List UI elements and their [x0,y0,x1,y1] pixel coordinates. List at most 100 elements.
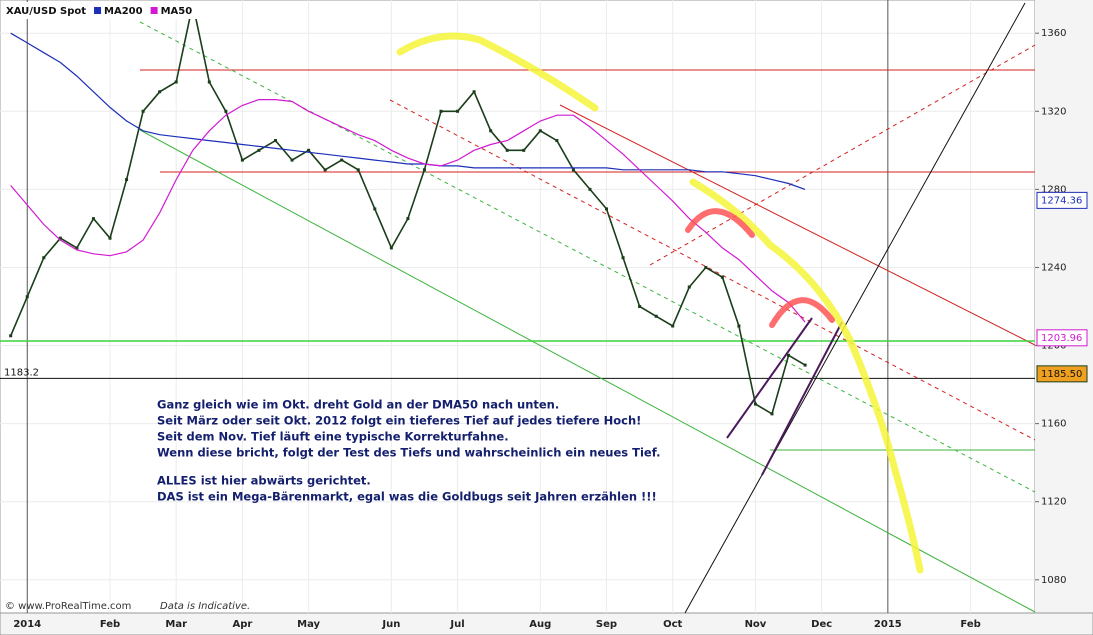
y-tick-label: 1240 [1041,262,1066,273]
last-value-box [1036,329,1088,347]
x-tick-label: Apr [232,619,252,630]
trend-line [139,129,1036,613]
trend-line [139,21,1036,493]
drawings [396,32,924,574]
freehand-curve [396,32,599,112]
price-mark [257,148,261,152]
plot-area [0,0,1036,614]
price-mark [141,109,145,113]
legend-label: XAU/USD Spot [6,6,86,17]
price-mark [307,148,311,152]
channel-line [726,317,813,439]
price-mark [489,129,493,133]
price-mark [290,158,294,162]
price-mark [605,207,608,211]
price-mark [638,305,642,308]
price-mark [654,314,658,318]
price-mark [91,217,95,221]
note-line: Wenn diese bricht, folgt der Test des Ti… [157,446,660,460]
price-mark [224,109,228,113]
last-value-label: 1185.50 [1041,369,1082,380]
price-mark [505,148,509,152]
annotation: Ganz gleich wie im Okt. dreht Gold an de… [157,398,660,504]
x-tick-label: Feb [100,619,120,630]
price-mark [704,265,708,269]
x-tick-label: 2015 [874,619,902,630]
x-axis-area [0,612,1093,635]
legend-label: MA50 [161,6,193,17]
price-mark [472,90,476,94]
x-tick-label: Jul [449,619,464,630]
y-axis-area [1035,0,1093,635]
y-tick-label: 1160 [1041,419,1066,430]
price-mark [687,285,691,289]
note-line: Seit März oder seit Okt. 2012 folgt ein … [157,414,641,428]
price-mark [389,246,393,250]
price-mark [571,168,575,172]
price-mark [456,109,460,113]
y-tick-label: 1120 [1041,497,1066,508]
reference-label: 1183.2 [4,367,39,378]
legend-swatch [150,7,158,14]
price-mark [125,178,129,182]
price-mark [323,168,327,172]
trend-line [559,104,1036,346]
note-line: DAS ist ein Mega-Bärenmarkt, egal was di… [157,490,657,504]
price-mark [240,158,244,162]
series-lines [9,2,807,416]
x-tick-label: 2014 [13,619,41,630]
price-mark [158,90,162,94]
footer-source: © www.ProRealTime.com [5,601,131,612]
freehand-arc [685,208,755,238]
x-tick-label: Mar [165,619,187,630]
note-line: ALLES ist hier abwärts gerichtet. [157,474,371,488]
x-tick-label: Feb [960,619,980,630]
x-tick-label: Sep [596,619,617,630]
y-tick-label: 1080 [1041,575,1066,586]
price-mark [439,109,443,113]
price-mark [720,275,724,279]
x-tick-label: Oct [663,619,682,630]
legend-box [2,2,208,19]
legend-label: MA200 [104,6,143,17]
price-mark [621,256,625,260]
x-tick-label: Nov [745,619,767,630]
price-mark [373,207,377,211]
note-line: Seit dem Nov. Tief läuft eine typische K… [157,430,509,444]
last-value-box [1036,191,1088,209]
price-mark [787,353,791,357]
price-mark [803,363,807,367]
price-mark [58,236,62,240]
price-mark [770,412,774,416]
x-tick-label: May [297,619,320,630]
price-mark [588,187,592,191]
legend-swatch [94,7,102,14]
price-mark [422,168,426,172]
trend-line [684,2,1026,614]
series-line [10,32,806,190]
trend-line [389,99,1036,441]
price-mark [174,80,178,84]
price-mark [340,158,344,162]
last-value-box [1036,365,1088,383]
x-tick-label: Dec [811,619,832,630]
y-tick-label: 1320 [1041,106,1066,117]
price-mark [25,295,29,299]
price-mark [522,148,526,152]
freehand-curve [689,178,924,574]
last-value-label: 1203.96 [1041,333,1082,344]
price-mark [274,139,277,143]
y-tick-label: 1360 [1041,28,1066,39]
grid [0,0,1035,613]
price-mark [753,402,757,406]
freehand-arc [769,297,835,328]
footer-note: Data is Indicative. [160,601,250,612]
price-mark [555,139,559,143]
legend: XAU/USD Spot MA200 MA50 [2,2,208,19]
note-line: Ganz gleich wie im Okt. dreht Gold an de… [157,398,559,412]
price-mark [9,334,13,338]
price-mark [671,324,675,328]
price-mark [75,246,79,250]
price-mark [737,324,741,328]
